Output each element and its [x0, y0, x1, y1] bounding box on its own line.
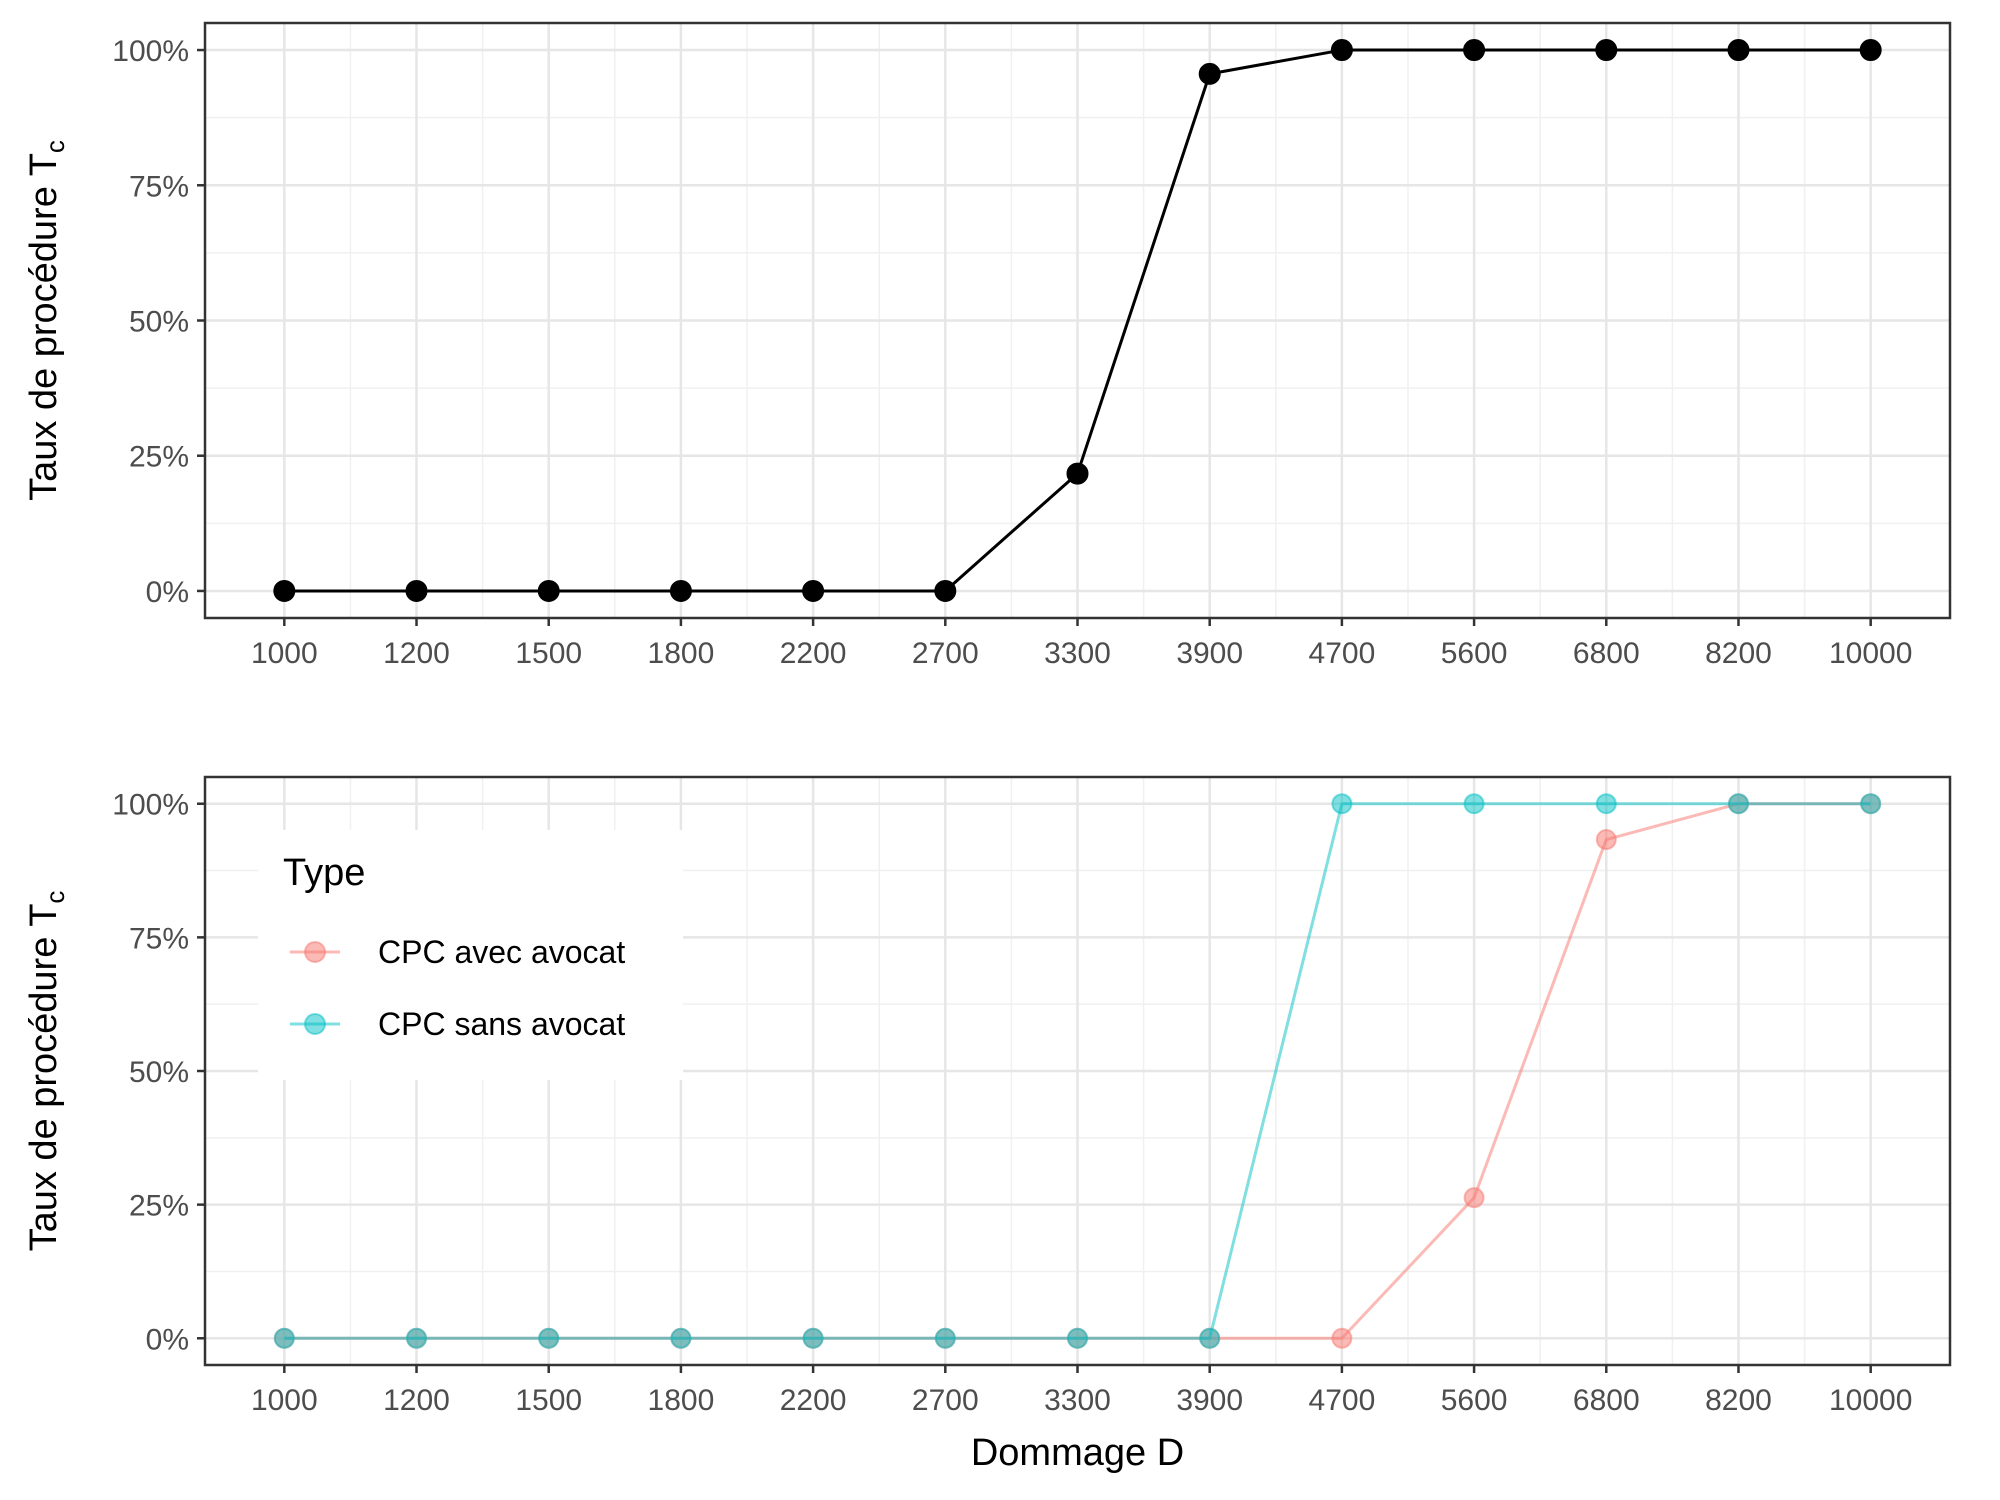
x-tick-label: 1500: [515, 637, 582, 670]
legend-label: CPC avec avocat: [378, 934, 625, 970]
x-tick-label: 2200: [780, 1384, 847, 1417]
legend-key-point: [304, 941, 326, 963]
data-point: [1198, 62, 1221, 85]
legend-title: Type: [283, 852, 365, 894]
legend-key-point: [304, 1013, 326, 1035]
top-chart-panel: 0% 25% 50% 75% 100% 1000 1200 1500 1800 2200 2700 3…: [23, 21, 1952, 670]
legend-box: [258, 830, 683, 1080]
data-point: [669, 579, 692, 602]
y-tick-label: 50%: [129, 1056, 189, 1089]
x-tick-label: 2700: [912, 1384, 979, 1417]
data-point: [802, 579, 825, 602]
data-point: [1860, 793, 1882, 815]
x-axis-title: Dommage D: [971, 1432, 1184, 1474]
data-point: [1595, 793, 1617, 815]
data-point: [934, 1327, 956, 1349]
data-point: [406, 1327, 428, 1349]
x-tick-label: 6800: [1573, 637, 1640, 670]
data-point: [1595, 39, 1618, 62]
data-point: [1595, 829, 1617, 851]
data-point: [273, 1327, 295, 1349]
data-point: [1331, 1327, 1353, 1349]
data-point: [1066, 462, 1089, 485]
data-point: [1463, 1187, 1485, 1209]
x-tick-label: 6800: [1573, 1384, 1640, 1417]
data-point: [1463, 39, 1486, 62]
data-point: [537, 579, 560, 602]
data-point: [1727, 793, 1749, 815]
x-tick-label: 8200: [1705, 637, 1772, 670]
y-tick-label: 25%: [129, 1190, 189, 1223]
y-tick-label: 0%: [146, 1323, 189, 1356]
data-point: [1199, 1327, 1221, 1349]
x-tick-label: 8200: [1705, 1384, 1772, 1417]
y-tick-label: 75%: [129, 170, 189, 203]
x-tick-label: 1000: [251, 637, 318, 670]
data-point: [1331, 793, 1353, 815]
x-tick-label: 3900: [1176, 1384, 1243, 1417]
x-tick-label: 5600: [1441, 1384, 1508, 1417]
y-tick-label: 100%: [112, 35, 189, 68]
data-point: [802, 1327, 824, 1349]
data-point: [538, 1327, 560, 1349]
x-tick-label: 3900: [1176, 637, 1243, 670]
x-tick-label: 2700: [912, 637, 979, 670]
x-tick-label: 5600: [1441, 637, 1508, 670]
y-tick-label: 25%: [129, 441, 189, 474]
y-tick-label: 50%: [129, 306, 189, 339]
data-point: [670, 1327, 692, 1349]
x-tick-label: 1000: [251, 1384, 318, 1417]
data-point: [934, 579, 957, 602]
y-axis-title: Taux de procédure Tc: [23, 140, 70, 501]
y-axis-title: Taux de procédure Tc: [23, 891, 70, 1252]
x-tick-label: 10000: [1829, 637, 1912, 670]
data-point: [405, 579, 428, 602]
x-tick-label: 3300: [1044, 1384, 1111, 1417]
x-tick-label: 1800: [648, 637, 715, 670]
x-tick-label: 2200: [780, 637, 847, 670]
data-point: [1727, 39, 1750, 62]
y-tick-label: 100%: [112, 789, 189, 822]
x-tick-label: 4700: [1309, 637, 1376, 670]
data-point: [273, 579, 296, 602]
data-point: [1859, 39, 1882, 62]
x-tick-label: 10000: [1829, 1384, 1912, 1417]
x-tick-label: 4700: [1309, 1384, 1376, 1417]
data-point: [1067, 1327, 1088, 1349]
x-tick-label: 1800: [648, 1384, 715, 1417]
y-tick-label: 0%: [146, 576, 189, 609]
x-tick-label: 1200: [383, 1384, 450, 1417]
bottom-chart-panel: Type CPC avec avocat CPC sans avocat 0% 25% 5…: [23, 775, 1952, 1474]
data-point: [1463, 793, 1485, 815]
x-tick-label: 1200: [383, 637, 450, 670]
legend-label: CPC sans avocat: [378, 1006, 625, 1042]
data-point: [1330, 39, 1353, 62]
x-tick-label: 1500: [515, 1384, 582, 1417]
x-tick-label: 3300: [1044, 637, 1111, 670]
y-tick-label: 75%: [129, 922, 189, 955]
